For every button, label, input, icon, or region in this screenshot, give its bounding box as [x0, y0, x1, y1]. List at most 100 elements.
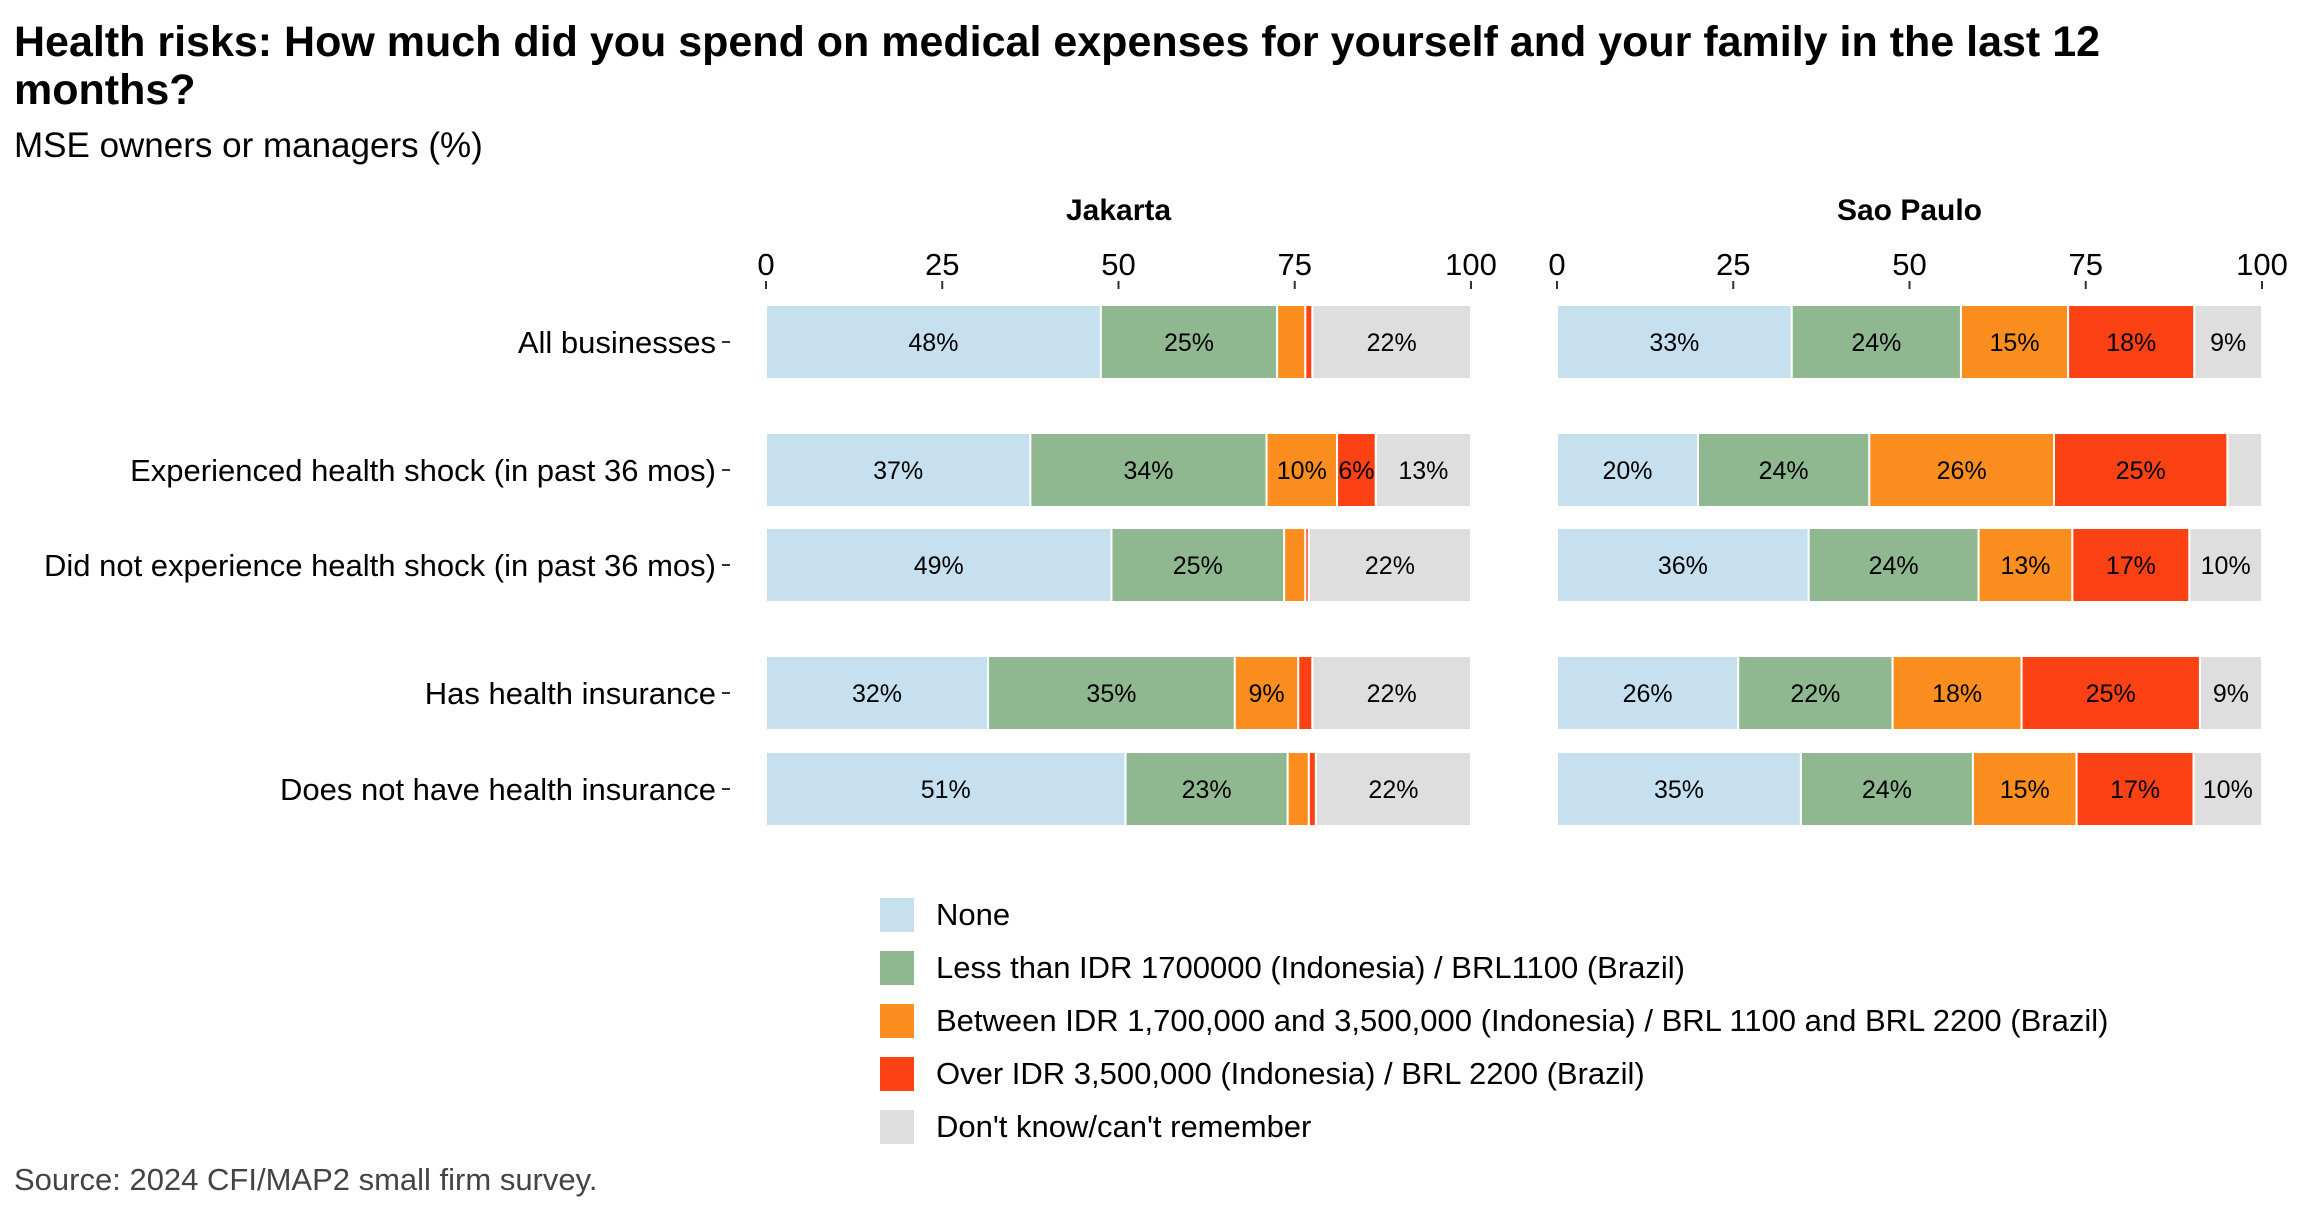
category-label-has-health-insurance: Has health insurance	[425, 676, 716, 711]
panel-title-sao-paulo: Sao Paulo	[1837, 194, 1982, 227]
data-label: 22%	[1365, 552, 1415, 580]
bar-segment-jakarta-between-idr-1-700-000-an	[1233, 655, 1300, 731]
x-tick-label: 50	[1892, 247, 1926, 282]
panel-title-jakarta: Jakarta	[1066, 194, 1171, 227]
legend-label-dont-know: Don't know/can't remember	[936, 1108, 1312, 1144]
data-label: 25%	[1164, 329, 1214, 357]
legend-label-over: Over IDR 3,500,000 (Indonesia) / BRL 220…	[936, 1055, 1645, 1091]
bar-segment-sao-paulo-between-idr-1-700-000-an	[1977, 527, 2074, 603]
bar-segment-jakarta-none	[765, 304, 1102, 380]
bar-segment-sao-paulo-don-t-know-can-t-remembe	[2198, 655, 2263, 731]
data-label: 22%	[1790, 680, 1840, 708]
data-label: 9%	[2213, 680, 2249, 708]
data-label: 10%	[2201, 552, 2251, 580]
bar-segment-sao-paulo-none	[1556, 751, 1802, 827]
data-label: 22%	[1367, 680, 1417, 708]
bar-segment-jakarta-don-t-know-can-t-remembe	[1311, 655, 1472, 731]
data-label: 15%	[2000, 776, 2050, 804]
data-label: 25%	[1173, 552, 1223, 580]
bar-segment-sao-paulo-none	[1556, 655, 1740, 731]
data-label: 15%	[1990, 329, 2040, 357]
data-label: 18%	[1932, 680, 1982, 708]
data-label: 9%	[1248, 680, 1284, 708]
legend-label-none: None	[936, 896, 1011, 932]
bar-segment-sao-paulo-over-idr-3-500-000-indon	[2071, 527, 2191, 603]
bar-segment-jakarta-over-idr-3-500-000-indon	[1304, 304, 1314, 380]
x-tick-label: 0	[1548, 247, 1565, 282]
data-label: 10%	[1277, 457, 1327, 485]
bar-segment-sao-paulo-less-than-idr-1700000-in	[1737, 655, 1894, 731]
legend-swatch-dont-know	[880, 1109, 914, 1144]
bar-segment-jakarta-none	[765, 655, 990, 731]
bar-segment-jakarta-none	[765, 751, 1127, 827]
bar-segment-sao-paulo-none	[1556, 432, 1699, 508]
data-label: 34%	[1123, 457, 1173, 485]
data-label: 17%	[2110, 776, 2160, 804]
bar-segment-sao-paulo-none	[1556, 304, 1793, 380]
bar-segment-jakarta-don-t-know-can-t-remembe	[1307, 527, 1472, 603]
bar-segment-jakarta-over-idr-3-500-000-indon	[1307, 751, 1317, 827]
data-label: 25%	[2116, 457, 2166, 485]
data-label: 35%	[1654, 776, 1704, 804]
bar-segment-sao-paulo-don-t-know-can-t-remembe	[2193, 304, 2264, 380]
data-label: 22%	[1367, 329, 1417, 357]
data-label: 13%	[1398, 457, 1448, 485]
legend-swatch-between	[880, 1003, 914, 1038]
x-tick-label: 75	[1278, 247, 1312, 282]
bar-segment-sao-paulo-between-idr-1-700-000-an	[1959, 304, 2070, 380]
bar-segment-sao-paulo-less-than-idr-1700000-in	[1807, 527, 1980, 603]
x-tick-label: 50	[1101, 247, 1135, 282]
data-label: 36%	[1658, 552, 1708, 580]
data-label: 37%	[873, 457, 923, 485]
data-label: 26%	[1623, 680, 1673, 708]
bar-segment-jakarta-none	[765, 432, 1032, 508]
bar-segment-sao-paulo-less-than-idr-1700000-in	[1799, 751, 1974, 827]
bar-segment-sao-paulo-between-idr-1-700-000-an	[1891, 655, 2023, 731]
data-label: 49%	[914, 552, 964, 580]
bar-segment-sao-paulo-less-than-idr-1700000-in	[1790, 304, 1962, 380]
data-label: 23%	[1182, 776, 1232, 804]
bar-segment-sao-paulo-less-than-idr-1700000-in	[1697, 432, 1871, 508]
bar-segment-sao-paulo-between-idr-1-700-000-an	[1971, 751, 2078, 827]
legend-item-less-than: Less than IDR 1700000 (Indonesia) / BRL1…	[880, 941, 2108, 994]
source-note: Source: 2024 CFI/MAP2 small firm survey.	[14, 1162, 598, 1197]
legend-item-none: None	[880, 888, 2108, 941]
bar-segment-jakarta-over-idr-3-500-000-indon	[1297, 655, 1314, 731]
bar-segment-jakarta-between-idr-1-700-000-an	[1286, 751, 1310, 827]
legend-swatch-over	[880, 1056, 914, 1091]
bar-segment-sao-paulo-over-idr-3-500-000-indon	[2053, 432, 2229, 508]
data-label: 26%	[1937, 457, 1987, 485]
category-label-did-not-experience-health-shock-in-past-36-mos: Did not experience health shock (in past…	[44, 548, 716, 583]
data-label: 18%	[2106, 329, 2156, 357]
data-label: 6%	[1338, 457, 1374, 485]
data-label: 32%	[852, 680, 902, 708]
legend-item-over: Over IDR 3,500,000 (Indonesia) / BRL 220…	[880, 1047, 2108, 1100]
bar-segment-jakarta-don-t-know-can-t-remembe	[1314, 751, 1473, 827]
data-label: 51%	[921, 776, 971, 804]
x-tick-label: 100	[2236, 247, 2288, 282]
data-label: 22%	[1368, 776, 1418, 804]
bar-segment-sao-paulo-don-t-know-can-t-remembe	[2192, 751, 2263, 827]
stacked-bar-chart: All businesses Experienced health shock (…	[44, 194, 2288, 827]
bar-segment-jakarta-don-t-know-can-t-remembe	[1374, 432, 1472, 508]
bar-segment-jakarta-less-than-idr-1700000-in	[1110, 527, 1286, 603]
bar-segment-sao-paulo-don-t-know-can-t-remembe	[2226, 432, 2264, 508]
data-label: 33%	[1649, 329, 1699, 357]
bar-segment-jakarta-less-than-idr-1700000-in	[1099, 304, 1279, 380]
x-tick-label: 75	[2069, 247, 2103, 282]
bar-segment-jakarta-less-than-idr-1700000-in	[1029, 432, 1268, 508]
chart-title: Health risks: How much did you spend on …	[14, 18, 2101, 114]
data-label: 24%	[1759, 457, 1809, 485]
x-tick-label: 100	[1445, 247, 1497, 282]
data-label: 35%	[1086, 680, 1136, 708]
data-label: 13%	[2000, 552, 2050, 580]
data-label: 24%	[1851, 329, 1901, 357]
legend-label-between: Between IDR 1,700,000 and 3,500,000 (Ind…	[936, 1002, 2109, 1038]
bar-segment-jakarta-between-idr-1-700-000-an	[1276, 304, 1307, 380]
bar-segment-jakarta-less-than-idr-1700000-in	[987, 655, 1236, 731]
legend-label-less-than: Less than IDR 1700000 (Indonesia) / BRL1…	[936, 949, 1686, 985]
bar-segment-jakarta-over-idr-3-500-000-indon	[1336, 432, 1377, 508]
category-label-experienced-health-shock-in-past-36-mos: Experienced health shock (in past 36 mos…	[130, 453, 716, 488]
data-label: 17%	[2106, 552, 2156, 580]
bar-segment-sao-paulo-over-idr-3-500-000-indon	[2067, 304, 2196, 380]
